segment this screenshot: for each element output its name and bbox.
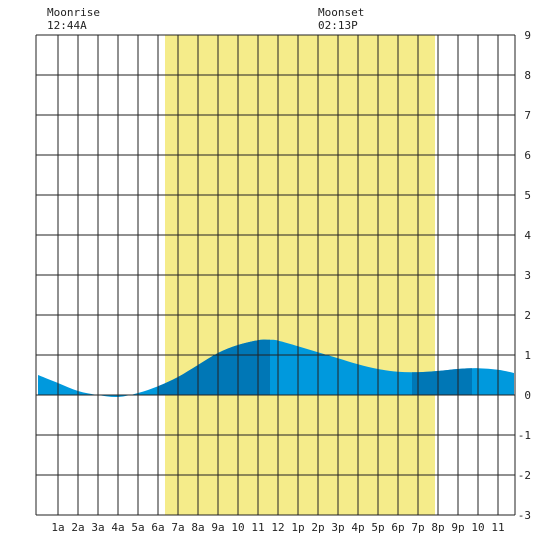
x-tick-label: 8a [191,521,204,534]
x-tick-label: 3a [91,521,104,534]
x-tick-label: 7p [411,521,424,534]
x-tick-label: 7a [171,521,184,534]
x-tick-label: 6a [151,521,164,534]
x-tick-label: 1a [51,521,64,534]
y-tick-label: -2 [518,469,531,482]
moonset-label: Moonset [318,6,365,19]
y-tick-label: 1 [524,349,531,362]
moonset-time: 02:13P [318,19,358,32]
y-tick-label: -3 [518,509,531,522]
moonrise-time: 12:44A [47,19,87,32]
tide-area [38,339,514,398]
x-tick-label: 4a [111,521,124,534]
y-tick-label: -1 [518,429,531,442]
x-tick-label: 3p [331,521,344,534]
y-tick-label: 3 [524,269,531,282]
x-tick-label: 5a [131,521,144,534]
y-tick-label: 4 [524,229,531,242]
x-tick-label: 2p [311,521,324,534]
y-tick-label: 7 [524,109,531,122]
grid-layer [35,34,516,516]
y-tick-label: 9 [524,29,531,42]
x-tick-label: 6p [391,521,404,534]
x-tick-label: 10 [471,521,484,534]
x-tick-label: 9p [451,521,464,534]
y-tick-label: 5 [524,189,531,202]
x-tick-label: 8p [431,521,444,534]
moonrise-label: Moonrise [47,6,100,19]
x-tick-label: 10 [231,521,244,534]
y-tick-label: 2 [524,309,531,322]
x-axis: 1a 2a 3a 4a 5a 6a 7a 8a 9a 10 11 12 1p 2p 3p 4p 5p 6p 7p 8p… [51,521,504,534]
y-tick-label: 0 [524,389,531,402]
x-tick-label: 5p [371,521,384,534]
x-tick-label: 2a [71,521,84,534]
y-axis: 9 8 7 6 5 4 3 2 1 0 -1 -2 -3 [518,29,532,522]
x-tick-label: 11 [251,521,264,534]
x-tick-label: 12 [271,521,284,534]
y-tick-label: 6 [524,149,531,162]
x-tick-label: 4p [351,521,364,534]
x-tick-label: 9a [211,521,224,534]
x-tick-label: 11 [491,521,504,534]
x-tick-label: 1p [291,521,304,534]
y-tick-label: 8 [524,69,531,82]
